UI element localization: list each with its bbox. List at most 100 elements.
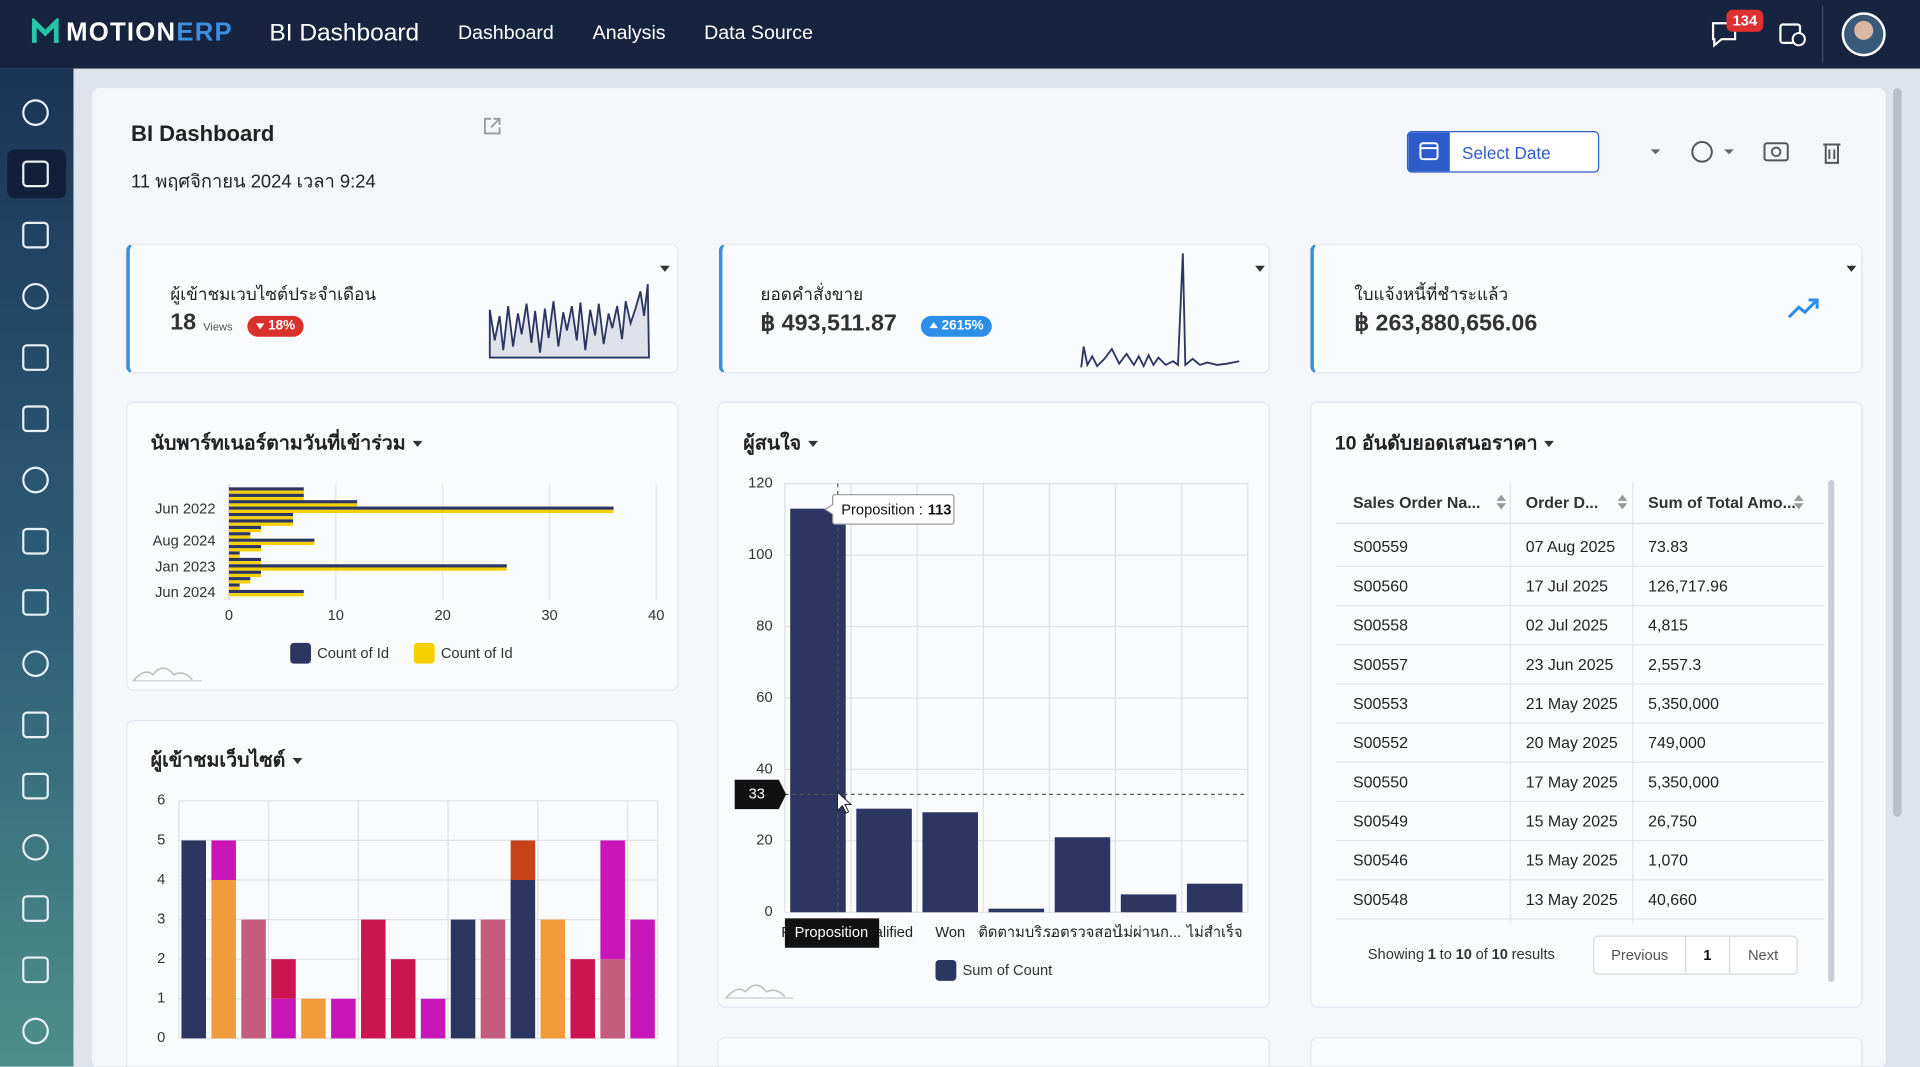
kpi-unit: Views (203, 320, 233, 334)
bar (228, 493, 304, 497)
table-cell: 07 Aug 2025 (1525, 537, 1616, 556)
y-tick-label: 2 (157, 951, 165, 967)
caret[interactable] (1650, 149, 1661, 155)
sidebar-icon[interactable] (22, 160, 49, 188)
kpi-value: ฿ 263,880,656.06 (1354, 311, 1538, 337)
sidebar-icon[interactable] (22, 895, 49, 922)
bar (228, 496, 304, 501)
scrollbar (1893, 88, 1902, 817)
legend-swatch (290, 642, 312, 664)
card-menu[interactable] (1254, 264, 1266, 274)
column-header[interactable]: Sales Order Na... (1353, 493, 1481, 512)
sidebar-icon[interactable] (22, 282, 49, 310)
page-button[interactable]: Next (1728, 936, 1797, 974)
page-button[interactable]: 1 (1685, 936, 1729, 974)
bar (922, 812, 978, 913)
y-tick-label: 60 (756, 690, 772, 706)
bar (856, 808, 912, 913)
sidebar-icons (22, 99, 49, 1045)
sort-icon[interactable] (1616, 493, 1628, 510)
table-cell: S00559 (1353, 537, 1408, 556)
crosshair-y-box (734, 779, 787, 810)
sidebar-icon[interactable] (22, 221, 49, 249)
sidebar-icon[interactable] (22, 956, 49, 984)
table-cell: 15 May 2025 (1525, 851, 1618, 870)
table-footer: Showing 1 to 10 of 10 results (1368, 945, 1559, 962)
theme-button[interactable] (1691, 141, 1713, 163)
delete-button[interactable] (1823, 143, 1841, 164)
table-row: S00557 23 Jun 2025 2,557.3 (1335, 644, 1825, 685)
bar (228, 561, 262, 565)
bar (228, 586, 240, 590)
date-picker[interactable]: Select Date (1406, 131, 1600, 173)
sparkline (488, 283, 650, 359)
y-tick-label: Aug 2024 (153, 534, 216, 550)
footer-text: to (1439, 945, 1452, 963)
footer-text: 10 (1491, 945, 1508, 963)
y-tick-label: Jan 2023 (155, 559, 215, 575)
nav-link[interactable]: Dashboard (457, 23, 554, 45)
table-cell: 126,717.96 (1648, 576, 1728, 596)
camera-button[interactable] (1763, 142, 1789, 162)
bar (228, 548, 262, 552)
export-icon[interactable] (481, 115, 503, 137)
watermark (725, 984, 786, 999)
table-cell: S00557 (1353, 655, 1408, 674)
kpi-change: 18% (268, 318, 296, 334)
x-tick-label: ติดตามบริ... (978, 925, 1054, 941)
table-cell: S00552 (1353, 733, 1408, 752)
avatar[interactable] (1841, 12, 1886, 57)
pagination: Previous 1 Next (1593, 935, 1798, 975)
sidebar-icon[interactable] (22, 650, 49, 678)
bar (1186, 883, 1243, 913)
camera-lens (1770, 146, 1782, 158)
sidebar-icon[interactable] (22, 405, 49, 433)
bar (228, 532, 251, 536)
page-button[interactable]: Previous (1611, 946, 1669, 964)
sidebar-icon[interactable] (22, 527, 49, 555)
sort-icon[interactable] (1793, 493, 1805, 510)
sidebar-icon[interactable] (22, 466, 49, 494)
legend-swatch (413, 642, 435, 664)
bar-segment (331, 998, 356, 1039)
sidebar-icon[interactable] (22, 344, 49, 371)
bar (790, 508, 846, 913)
footer-text: results (1511, 945, 1555, 963)
sidebar-icon[interactable] (22, 589, 49, 616)
column-header[interactable]: Order D... (1525, 493, 1599, 512)
logo-accent: ERP (176, 18, 233, 47)
crosshair-x-label: Proposition (795, 925, 868, 941)
calendar-button[interactable] (1778, 20, 1807, 49)
card-menu[interactable] (659, 264, 671, 274)
watermark (132, 667, 193, 682)
table-cell: S00546 (1353, 851, 1408, 870)
column-header[interactable]: Sum of Total Amo... (1648, 493, 1796, 512)
table-cell: 5,350,000 (1648, 694, 1719, 713)
sidebar-icon[interactable] (22, 772, 49, 800)
sidebar-icon[interactable] (22, 834, 49, 861)
nav-link[interactable]: Data Source (704, 23, 813, 45)
bar-segment (600, 959, 625, 1039)
sidebar-icon[interactable] (22, 99, 49, 127)
sidebar-icon[interactable] (22, 711, 49, 739)
sidebar-icon[interactable] (22, 1017, 49, 1045)
toolbar (1650, 141, 1841, 164)
y-tick-label: 4 (157, 872, 165, 888)
y-tick-label: 3 (157, 911, 165, 927)
bar-segment (510, 880, 536, 1039)
sort-icon[interactable] (1495, 493, 1507, 510)
bar-segment (480, 919, 506, 1039)
card-menu[interactable] (1845, 264, 1857, 274)
table-row: S00550 17 May 2025 5,350,000 (1335, 762, 1825, 803)
bar (228, 564, 507, 568)
caret[interactable] (1724, 149, 1734, 155)
table-cell: 749,000 (1648, 733, 1706, 752)
chart-title: ผู้สนใจ (743, 429, 819, 460)
bar (228, 580, 251, 584)
y-tick-label: Jun 2024 (155, 585, 215, 601)
table-cell: 73.83 (1648, 537, 1689, 556)
table-row: S00559 07 Aug 2025 73.83 (1335, 527, 1825, 567)
bar (228, 487, 304, 491)
nav-link[interactable]: Analysis (592, 23, 666, 45)
